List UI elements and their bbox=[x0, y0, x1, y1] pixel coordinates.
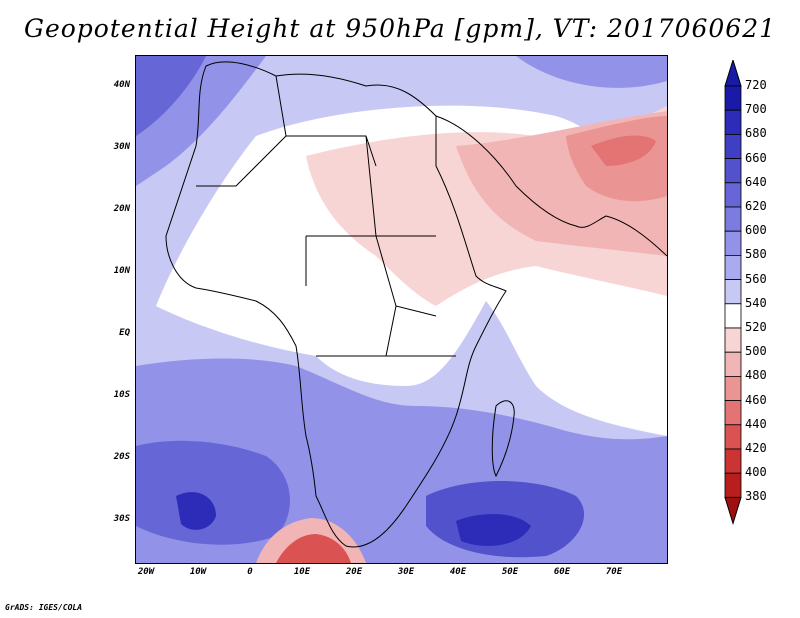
colorbar-level-label: 540 bbox=[745, 295, 767, 310]
field-blue-sw-core bbox=[176, 492, 216, 530]
x-tick-label: 20E bbox=[345, 567, 363, 577]
colorbar-level-label: 560 bbox=[745, 271, 767, 286]
map-field bbox=[136, 56, 667, 563]
y-tick-label: 20S bbox=[113, 452, 130, 462]
y-tick-label: EQ bbox=[119, 328, 130, 338]
colorbar-segment bbox=[724, 327, 742, 353]
colorbar-segment bbox=[724, 279, 742, 305]
colorbar-segment bbox=[724, 230, 742, 256]
coastlines bbox=[165, 61, 667, 548]
field-red-core bbox=[591, 135, 656, 166]
colorbar-segment bbox=[724, 303, 742, 329]
map-title: Geopotential Height at 950hPa [gpm], VT:… bbox=[23, 14, 777, 43]
colorbar-level-label: 720 bbox=[745, 78, 767, 92]
y-tick-label: 20N bbox=[113, 204, 130, 214]
colorbar-level-label: 640 bbox=[745, 174, 767, 189]
colorbar-level-label: 380 bbox=[745, 489, 767, 504]
colorbar bbox=[724, 60, 742, 526]
x-tick-label: 20W bbox=[137, 567, 155, 577]
field-blue-sw bbox=[136, 440, 290, 545]
colorbar-arrow-top bbox=[724, 60, 742, 87]
colorbar-level-label: 520 bbox=[745, 320, 767, 334]
x-tick-label: 40E bbox=[449, 567, 467, 577]
colorbar-segment bbox=[724, 85, 742, 111]
colorbar-segment bbox=[724, 448, 742, 474]
x-tick-label: 0 bbox=[247, 567, 253, 577]
colorbar-segment bbox=[724, 182, 742, 208]
colorbar-segment bbox=[724, 351, 742, 377]
x-tick-label: 10E bbox=[293, 567, 311, 577]
field-blue-ne bbox=[516, 56, 667, 88]
y-tick-label: 10N bbox=[113, 266, 130, 276]
colorbar-level-label: 420 bbox=[745, 441, 767, 455]
colorbar-level-label: 700 bbox=[745, 102, 767, 117]
colorbar-segment bbox=[724, 424, 742, 450]
y-tick-label: 30N bbox=[113, 142, 130, 152]
x-tick-label: 50E bbox=[501, 567, 519, 577]
y-tick-label: 40N bbox=[113, 80, 130, 90]
colorbar-segment bbox=[724, 134, 742, 160]
field-blue-nw-core bbox=[136, 56, 206, 136]
colorbar-level-label: 500 bbox=[745, 344, 767, 359]
colorbar-arrow-bottom bbox=[724, 496, 742, 526]
africa-outline bbox=[165, 61, 507, 548]
colorbar-level-label: 600 bbox=[745, 223, 767, 238]
colorbar-level-label: 460 bbox=[745, 392, 767, 407]
arabia-outline bbox=[435, 115, 667, 257]
y-tick-label: 30S bbox=[113, 514, 130, 524]
colorbar-level-label: 480 bbox=[745, 368, 767, 383]
colorbar-segment bbox=[724, 375, 742, 401]
colorbar-level-label: 580 bbox=[745, 247, 767, 262]
colorbar-level-label: 620 bbox=[745, 199, 767, 213]
credit-text: GrADS: IGES/COLA bbox=[5, 603, 83, 612]
map-panel bbox=[135, 55, 668, 564]
field-red-south-core bbox=[276, 534, 351, 563]
field-blue-se-core bbox=[456, 514, 531, 546]
madagascar-outline bbox=[491, 400, 515, 478]
colorbar-segment bbox=[724, 158, 742, 184]
country-borders bbox=[196, 75, 456, 357]
x-tick-label: 30E bbox=[397, 567, 415, 577]
x-tick-label: 60E bbox=[553, 567, 571, 577]
colorbar-segment bbox=[724, 400, 742, 426]
colorbar-segment bbox=[724, 206, 742, 232]
x-tick-label: 70E bbox=[605, 567, 623, 577]
colorbar-level-label: 660 bbox=[745, 150, 767, 165]
colorbar-level-label: 400 bbox=[745, 465, 767, 480]
y-tick-label: 10S bbox=[113, 390, 130, 400]
x-tick-label: 10W bbox=[189, 567, 207, 577]
colorbar-level-label: 680 bbox=[745, 126, 767, 141]
colorbar-segment bbox=[724, 254, 742, 280]
colorbar-segment bbox=[724, 472, 742, 498]
colorbar-level-label: 440 bbox=[745, 416, 767, 431]
colorbar-segment bbox=[724, 109, 742, 135]
